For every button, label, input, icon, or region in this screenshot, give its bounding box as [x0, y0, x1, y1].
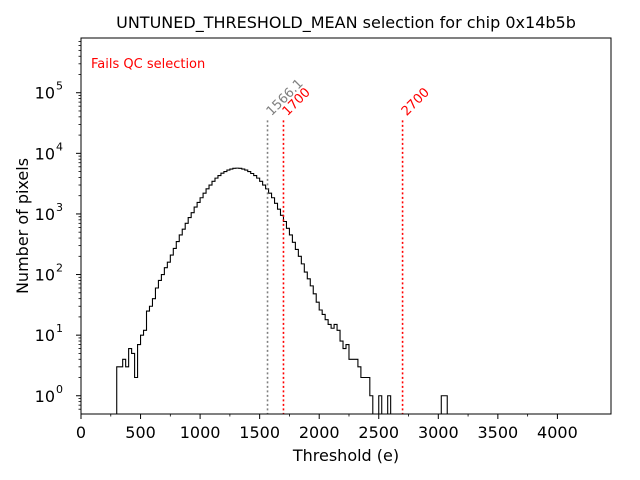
y-tick-label-3: 10 — [35, 205, 55, 224]
plot-frame — [80, 37, 612, 415]
y-tick-label-1: 10 — [35, 326, 55, 345]
x-tick-label-3: 1500 — [239, 423, 280, 442]
x-tick-label-8: 4000 — [537, 423, 578, 442]
x-tick-label-2: 1000 — [180, 423, 221, 442]
x-tick-label-0: 0 — [76, 423, 86, 442]
x-tick-label-6: 3000 — [418, 423, 459, 442]
y-tick-exponent-3: 3 — [56, 201, 63, 214]
y-tick-exponent-5: 5 — [56, 80, 63, 93]
y-tick-exponent-0: 0 — [56, 383, 63, 396]
x-axis-label: Threshold (e) — [292, 446, 399, 465]
y-tick-label-5: 10 — [35, 84, 55, 103]
x-tick-label-7: 3500 — [477, 423, 518, 442]
y-tick-exponent-1: 1 — [56, 322, 63, 335]
x-tick-label-5: 2500 — [358, 423, 399, 442]
qc-annotation: Fails QC selection — [91, 57, 205, 72]
y-tick-exponent-4: 4 — [56, 140, 63, 153]
chart-title: UNTUNED_THRESHOLD_MEAN selection for chi… — [116, 13, 576, 33]
x-tick-label-4: 2000 — [299, 423, 340, 442]
y-tick-exponent-2: 2 — [56, 262, 63, 275]
y-tick-label-4: 10 — [35, 144, 55, 163]
x-tick-label-1: 500 — [125, 423, 156, 442]
y-tick-label-2: 10 — [35, 266, 55, 285]
y-axis-label: Number of pixels — [13, 158, 32, 294]
y-tick-label-0: 10 — [35, 387, 55, 406]
